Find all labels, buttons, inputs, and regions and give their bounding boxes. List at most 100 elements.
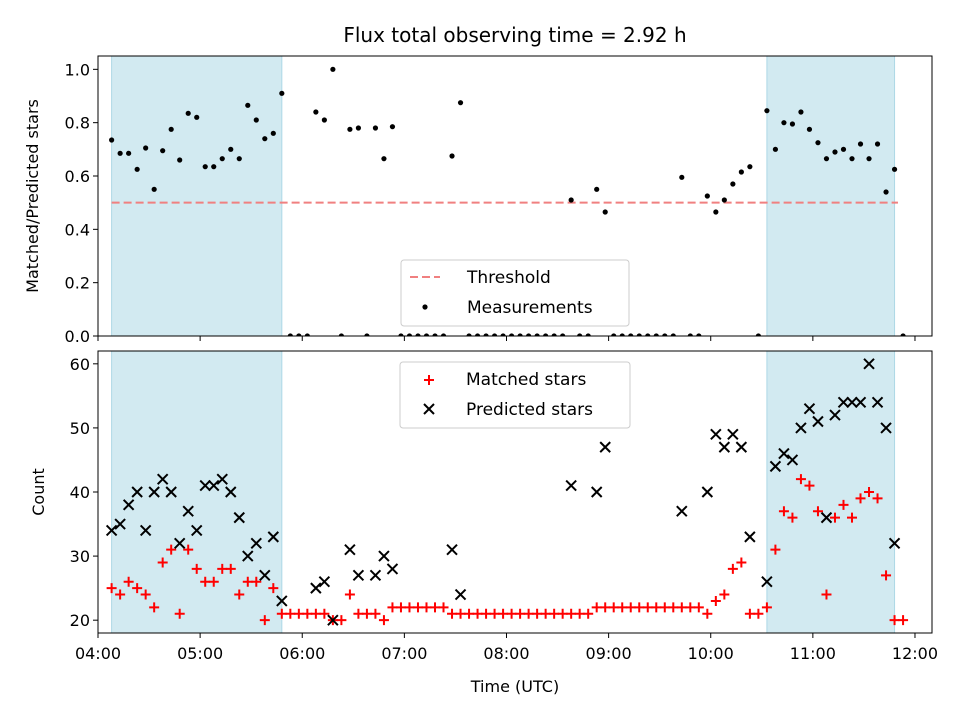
measurement-point: [789, 121, 796, 127]
predicted-star-point: [795, 422, 807, 434]
matched-star-point: [336, 615, 347, 626]
matched-star-point: [864, 487, 875, 497]
measurement-point: [883, 189, 889, 195]
matched-star-point: [549, 608, 560, 619]
matched-star-point: [676, 602, 687, 613]
x-tick-label: 04:00: [75, 644, 121, 663]
matched-star-point: [659, 602, 670, 613]
matched-star-point: [251, 576, 262, 587]
matched-star-point: [370, 608, 381, 619]
matched-star-point: [855, 493, 866, 504]
matched-star-point: [881, 570, 892, 581]
measurement-point: [279, 90, 285, 96]
matched-star-point: [770, 544, 781, 555]
matched-star-point: [115, 589, 126, 600]
measurement-point: [594, 186, 600, 192]
predicted-star-point: [225, 486, 237, 498]
y-tick-label: 0.2: [65, 274, 90, 293]
legend-box: [399, 361, 631, 429]
measurement-point: [313, 109, 319, 115]
matched-star-point: [608, 602, 619, 613]
matched-star-point: [293, 608, 304, 619]
measurement-point: [585, 333, 591, 336]
matched-star-point: [183, 544, 194, 555]
matched-star-point: [506, 608, 517, 619]
matched-star-point: [191, 563, 202, 574]
y-tick-label: 40: [70, 483, 90, 502]
measurement-point: [432, 333, 438, 336]
measurement-point: [849, 156, 855, 162]
measurement-point: [168, 126, 174, 132]
measurement-point: [560, 333, 566, 336]
measurement-point: [304, 333, 310, 336]
measurement-point: [823, 156, 830, 162]
measurement-point: [738, 169, 744, 175]
x-tick-label: 07:00: [381, 644, 427, 663]
measurement-point: [126, 150, 132, 156]
matched-star-point: [727, 563, 738, 574]
bottom-legend: Matched stars Predicted stars: [399, 361, 631, 429]
predicted-star-point: [242, 550, 254, 562]
matched-star-point: [821, 589, 832, 600]
plot-frame: [97, 55, 933, 337]
x-tick-label: 06:00: [279, 644, 325, 663]
matched-star-point: [387, 602, 398, 613]
predicted-star-point: [837, 396, 850, 408]
predicted-star-point: [744, 531, 756, 543]
x-tick-label: 10:00: [688, 644, 734, 663]
matched-star-point: [166, 544, 177, 555]
predicted-star-point: [820, 511, 833, 524]
measurement-point: [364, 333, 370, 336]
measurement-point: [840, 146, 847, 152]
measurement-point: [517, 333, 523, 336]
matched-star-point: [498, 608, 509, 619]
legend-predicted-label: Predicted stars: [466, 400, 593, 420]
measurement-point: [296, 333, 302, 336]
measurement-point: [440, 333, 447, 336]
measurement-point: [245, 102, 251, 108]
measurement-point: [543, 333, 549, 336]
matched-star-point: [787, 512, 798, 523]
matched-star-point: [702, 608, 713, 619]
measurement-point: [628, 333, 634, 336]
measurement-point: [704, 193, 710, 199]
matched-star-point: [557, 608, 568, 619]
measurement-point: [389, 124, 396, 130]
predicted-star-point: [871, 396, 884, 408]
measurement-point: [806, 126, 813, 132]
x-tick-label: 12:00: [892, 644, 938, 663]
predicted-star-point: [786, 454, 799, 466]
predicted-star-point: [216, 473, 228, 485]
predicted-star-point: [267, 531, 280, 543]
legend-predicted-swatch: [423, 403, 435, 415]
matched-star-point: [812, 506, 823, 517]
matched-star-point: [464, 608, 475, 619]
y-tick-label: 0.0: [65, 327, 90, 346]
measurement-point: [491, 333, 498, 336]
predicted-star-point: [803, 402, 816, 415]
matched-star-point: [719, 589, 730, 600]
measurement-point: [781, 120, 787, 126]
measurement-point: [764, 108, 770, 114]
measurement-point: [645, 333, 651, 336]
measurement-point: [900, 333, 906, 336]
matched-star-point: [685, 602, 696, 613]
y-tick-label: 0.4: [65, 220, 90, 239]
matched-star-point: [761, 602, 772, 613]
measurement-point: [219, 156, 225, 162]
matched-star-point: [651, 602, 662, 613]
top-y-axis-label: Matched/Predicted stars: [23, 99, 42, 293]
measurement-point: [832, 149, 838, 155]
measurement-point: [372, 125, 379, 131]
matched-star-point: [889, 615, 900, 626]
matched-star-point: [259, 615, 270, 626]
matched-star-point: [753, 608, 764, 619]
matched-star-point: [532, 608, 543, 619]
measurement-point: [160, 148, 166, 154]
predicted-star-point: [386, 563, 399, 575]
measurement-point: [662, 333, 668, 336]
predicted-star-point: [727, 428, 739, 441]
predicted-star-point: [446, 543, 458, 556]
y-tick-label: 0.6: [65, 167, 90, 186]
